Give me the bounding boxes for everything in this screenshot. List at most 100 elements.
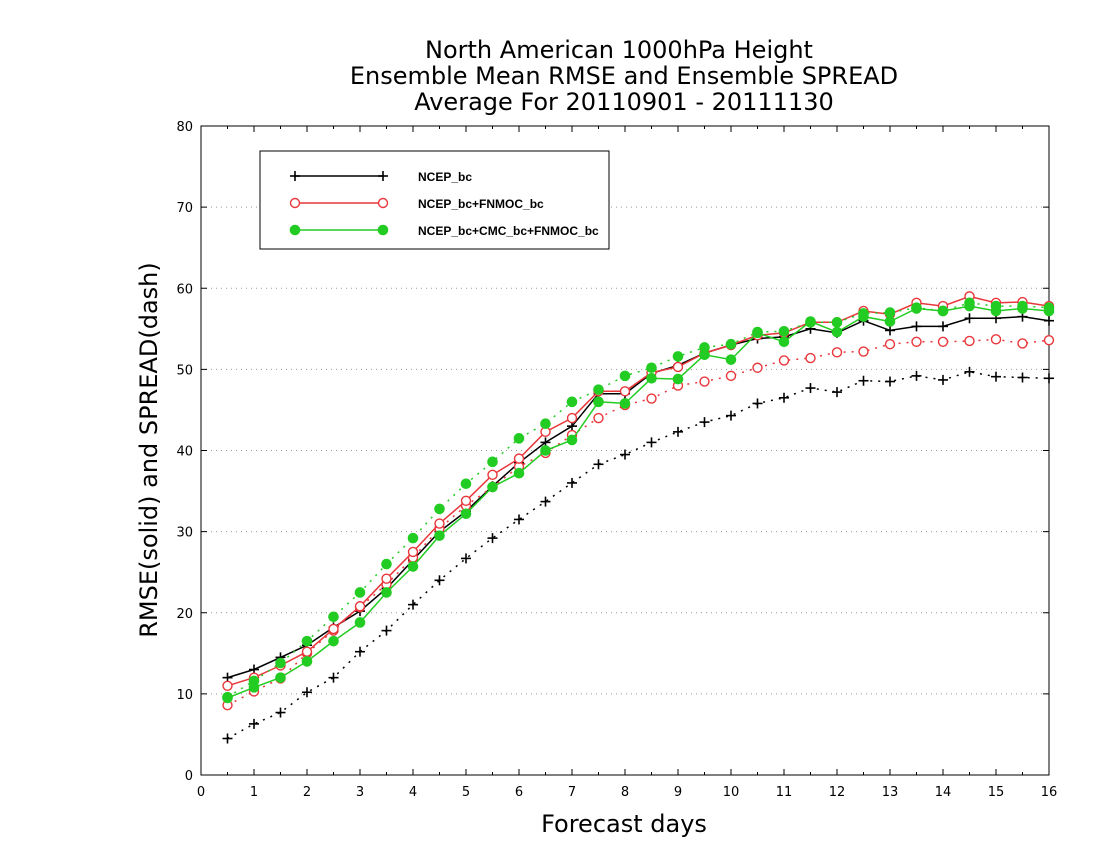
data-point-spread [831, 317, 843, 328]
data-point-rmse [937, 305, 949, 317]
x-tick-label: 4 [409, 785, 417, 800]
data-point-rmse [381, 573, 392, 584]
legend-label: NCEP_bc+CMC_bc+FNMOC_bc [418, 224, 599, 238]
data-point-rmse [990, 305, 1002, 317]
data-point-spread [725, 338, 737, 350]
data-point-spread [381, 558, 392, 570]
legend-marker [377, 197, 389, 209]
data-point-rmse [460, 508, 472, 520]
data-point-rmse [434, 530, 445, 541]
data-point-rmse [911, 321, 922, 332]
x-tick-label: 11 [776, 785, 793, 800]
data-point-spread [275, 657, 286, 669]
data-point-rmse [884, 316, 896, 327]
data-point-spread [911, 370, 922, 381]
data-point-spread [249, 718, 259, 729]
data-point-rmse [275, 672, 286, 683]
data-point-spread [752, 362, 763, 373]
data-point-spread [460, 478, 472, 490]
data-point-spread [514, 514, 524, 525]
series-group [222, 291, 1055, 744]
chart-title-line-1: North American 1000hPa Height [425, 36, 813, 64]
data-point-rmse [407, 546, 419, 558]
chart-title-line-2: Ensemble Mean RMSE and Ensemble SPREAD [350, 62, 898, 90]
legend-marker [289, 224, 301, 236]
data-point-spread [964, 366, 975, 377]
data-point-spread [778, 355, 790, 366]
data-point-rmse [672, 373, 684, 385]
data-point-rmse [487, 469, 498, 481]
x-tick-label: 15 [988, 785, 1005, 800]
data-point-rmse [831, 326, 843, 338]
data-point-rmse [222, 680, 233, 691]
data-point-spread [726, 410, 736, 421]
data-point-spread [301, 635, 313, 647]
x-tick-label: 14 [935, 785, 952, 800]
data-point-rmse [301, 656, 313, 667]
x-tick-label: 5 [462, 785, 470, 800]
data-point-spread [566, 396, 578, 408]
data-point-spread [461, 553, 471, 564]
data-point-rmse [434, 518, 445, 529]
x-tick-label: 1 [250, 785, 258, 800]
data-point-spread [567, 477, 577, 488]
series-line-spread [227, 338, 1050, 706]
data-point-spread [911, 336, 922, 347]
data-point-rmse [301, 646, 313, 657]
data-point-spread [646, 437, 657, 448]
x-tick-label: 0 [197, 785, 205, 800]
data-point-rmse [540, 445, 551, 456]
data-point-rmse [593, 396, 604, 408]
data-point-spread [1017, 338, 1028, 349]
y-tick-label: 0 [185, 769, 193, 784]
data-point-rmse [566, 434, 578, 446]
data-point-rmse [805, 316, 816, 327]
y-tick-label: 30 [176, 526, 193, 541]
x-tick-label: 3 [356, 785, 364, 800]
data-point-rmse [725, 354, 737, 365]
data-point-rmse [672, 361, 684, 373]
data-point-spread [540, 496, 551, 507]
x-tick-label: 16 [1041, 785, 1058, 800]
y-tick-label: 80 [176, 120, 193, 135]
data-point-rmse [354, 617, 366, 628]
data-point-spread [646, 362, 657, 374]
y-tick-label: 60 [176, 282, 193, 297]
data-point-spread [354, 587, 366, 598]
data-point-spread [619, 370, 631, 382]
data-point-spread [937, 336, 949, 347]
data-point-rmse [328, 623, 339, 635]
legend-label: NCEP_bc [418, 170, 472, 184]
data-point-spread [858, 346, 869, 357]
data-point-rmse [1044, 315, 1054, 326]
y-tick-label: 70 [176, 201, 193, 216]
data-point-rmse [619, 386, 631, 397]
data-point-spread [355, 646, 365, 657]
data-point-spread [222, 733, 233, 744]
data-point-spread [805, 352, 816, 364]
data-point-rmse [699, 349, 710, 361]
data-point-spread [673, 426, 683, 437]
data-point-rmse [911, 303, 922, 314]
data-point-rmse [646, 372, 657, 384]
series-line-rmse [227, 295, 1050, 687]
data-point-spread [302, 687, 312, 698]
legend-items: NCEP_bc NCEP_bc+FNMOC_bc NCEP_bc+CMC_bc+FN… [289, 170, 599, 238]
data-point-spread [513, 433, 525, 444]
data-point-spread [831, 347, 843, 358]
data-point-rmse [619, 398, 631, 409]
data-point-spread [885, 376, 895, 387]
y-axis-label: RMSE(solid) and SPREAD(dash) [135, 262, 163, 638]
data-point-spread [381, 625, 392, 636]
x-axis-label: Forecast days [541, 810, 707, 838]
series-line-rmse [227, 315, 1050, 679]
y-tick-label: 20 [176, 607, 193, 622]
data-point-rmse [964, 313, 975, 324]
y-tick-label: 10 [176, 688, 193, 703]
data-point-rmse [858, 311, 869, 322]
data-point-spread [328, 611, 339, 623]
data-point-spread [752, 398, 763, 409]
legend-box [259, 150, 610, 250]
